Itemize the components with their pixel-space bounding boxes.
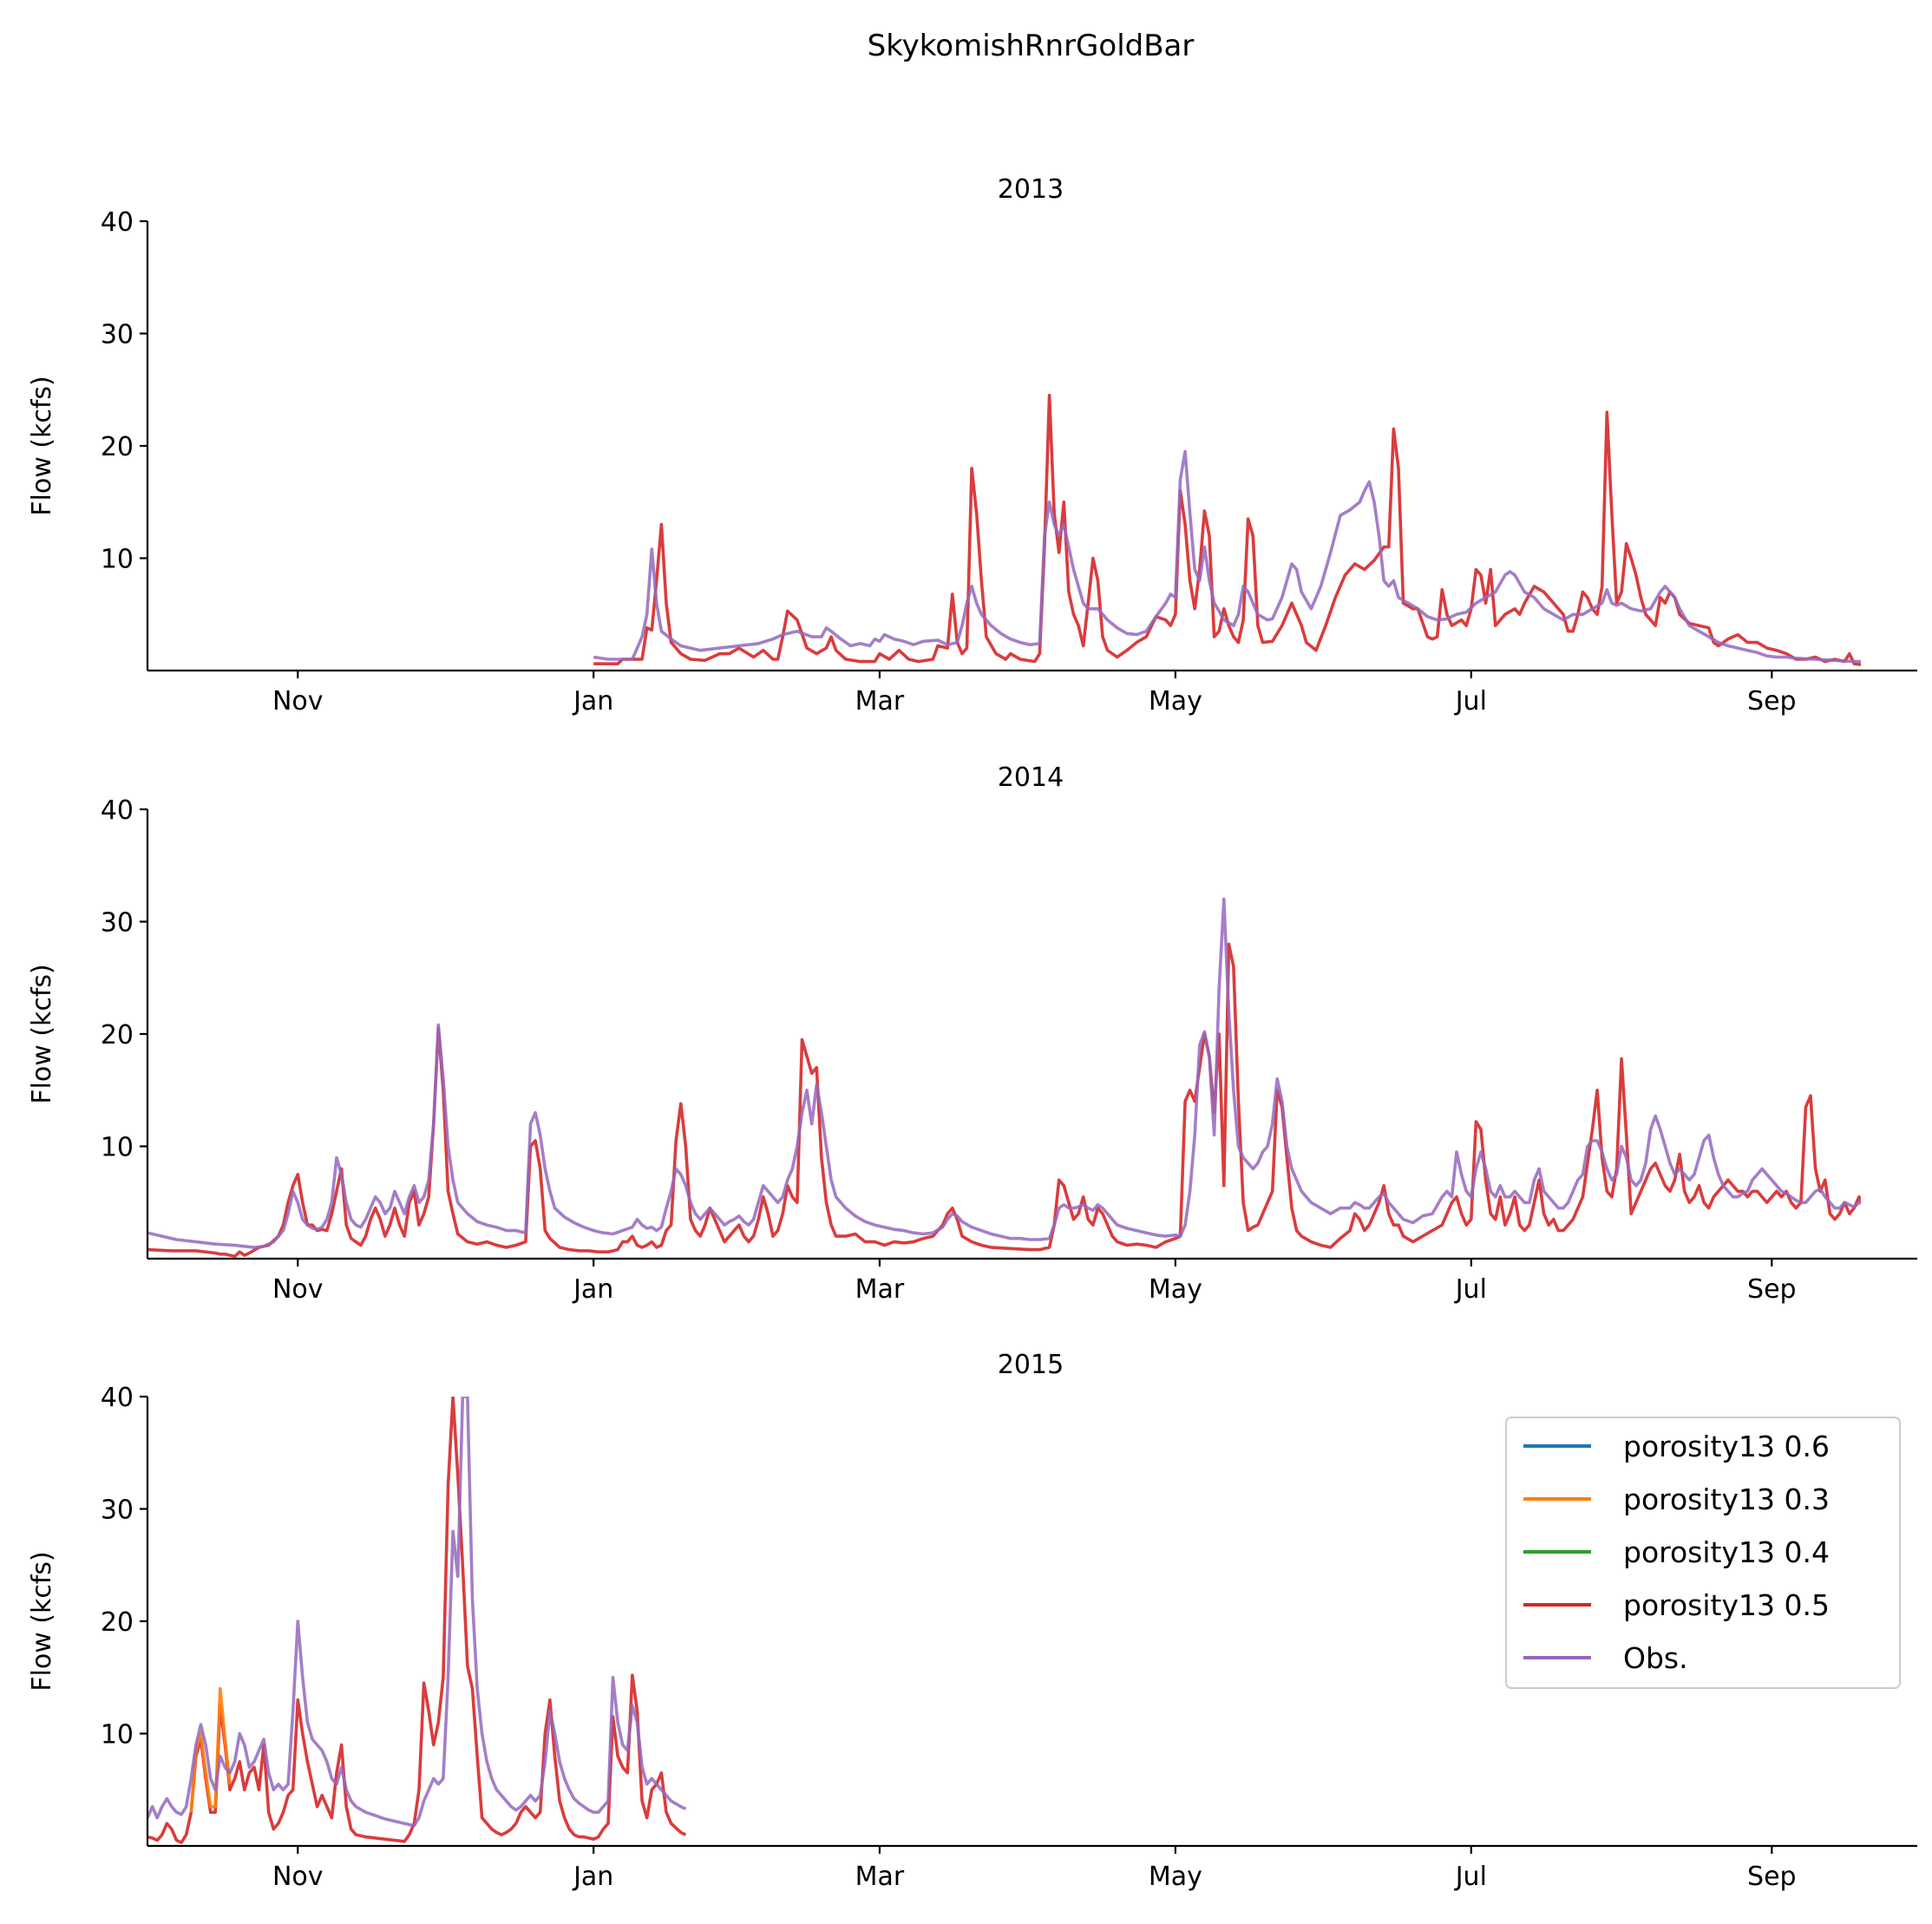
y-tick-label: 10	[101, 1133, 134, 1163]
y-tick-label: 30	[101, 1495, 134, 1526]
panel-2014: 2014 Flow (kcfs)	[27, 762, 1064, 1104]
series-line-porosity13-0-5	[147, 1397, 687, 1844]
y-tick-label: 40	[101, 207, 134, 238]
x-tick-label: Nov	[272, 686, 324, 717]
y-tick-label: 10	[101, 1720, 134, 1751]
series-line-obs-	[147, 897, 1861, 1249]
x-tick-label: Mar	[855, 1274, 905, 1305]
panel-title: 2014	[998, 762, 1064, 793]
x-tick-label: Mar	[855, 686, 905, 717]
x-tick-label: Nov	[272, 1274, 324, 1305]
series-group	[147, 897, 1861, 1259]
x-tick-label: Jul	[1454, 686, 1487, 717]
x-tick-label: Mar	[855, 1862, 905, 1892]
legend-label: Obs.	[1623, 1641, 1688, 1675]
legend: porosity13 0.6 porosity13 0.3 porosity13…	[1505, 1417, 1901, 1689]
x-tick-label: Sep	[1747, 1862, 1797, 1892]
x-tick-label: Nov	[272, 1862, 324, 1892]
x-tick-label: Jan	[572, 686, 613, 717]
plot-area-2014: 10 20 30 40 Nov Jan Mar May Jul Sep	[101, 795, 1917, 1305]
chart-title: SkykomishRnrGoldBar	[868, 29, 1195, 63]
series-line-obs-	[147, 1397, 687, 1828]
y-axis-label: Flow (kcfs)	[27, 1551, 57, 1691]
legend-label: porosity13 0.5	[1623, 1588, 1830, 1622]
y-tick-label: 40	[101, 795, 134, 826]
x-tick-label: Jul	[1454, 1274, 1487, 1305]
x-tick-label: Jul	[1454, 1862, 1487, 1892]
legend-frame	[1505, 1417, 1901, 1689]
x-tick-label: May	[1149, 1862, 1202, 1892]
x-tick-label: May	[1149, 1274, 1202, 1305]
legend-label: porosity13 0.3	[1623, 1482, 1830, 1516]
y-tick-label: 10	[101, 545, 134, 575]
legend-label: porosity13 0.6	[1623, 1430, 1830, 1463]
y-axis-label: Flow (kcfs)	[27, 964, 57, 1103]
series-group	[147, 1397, 687, 1844]
x-tick-label: Jan	[572, 1274, 613, 1305]
series-line-obs-	[593, 449, 1861, 664]
y-tick-label: 20	[101, 1607, 134, 1638]
y-tick-label: 20	[101, 432, 134, 462]
plot-area-2013: 10 20 30 40 Nov Jan Mar May Jul Sep	[101, 207, 1917, 717]
y-tick-label: 30	[101, 320, 134, 350]
panel-2015: 2015 Flow (kcfs)	[27, 1350, 1064, 1692]
y-tick-label: 30	[101, 908, 134, 939]
y-tick-label: 40	[101, 1383, 134, 1413]
x-tick-label: Sep	[1747, 1274, 1797, 1305]
panel-title: 2015	[998, 1350, 1064, 1380]
x-tick-label: Jan	[572, 1862, 613, 1892]
plot-area-2015: 10 20 30 40 Nov Jan Mar May Jul Sep	[101, 1383, 1917, 1892]
x-tick-label: May	[1149, 686, 1202, 717]
series-group	[593, 393, 1861, 666]
x-tick-label: Sep	[1747, 686, 1797, 717]
panel-title: 2013	[998, 174, 1064, 205]
panel-2013: 2013 Flow (kcfs)	[27, 174, 1064, 516]
legend-label: porosity13 0.4	[1623, 1535, 1830, 1569]
y-tick-label: 20	[101, 1020, 134, 1050]
series-line-porosity13-0-5	[147, 942, 1861, 1259]
y-axis-label: Flow (kcfs)	[27, 376, 57, 515]
